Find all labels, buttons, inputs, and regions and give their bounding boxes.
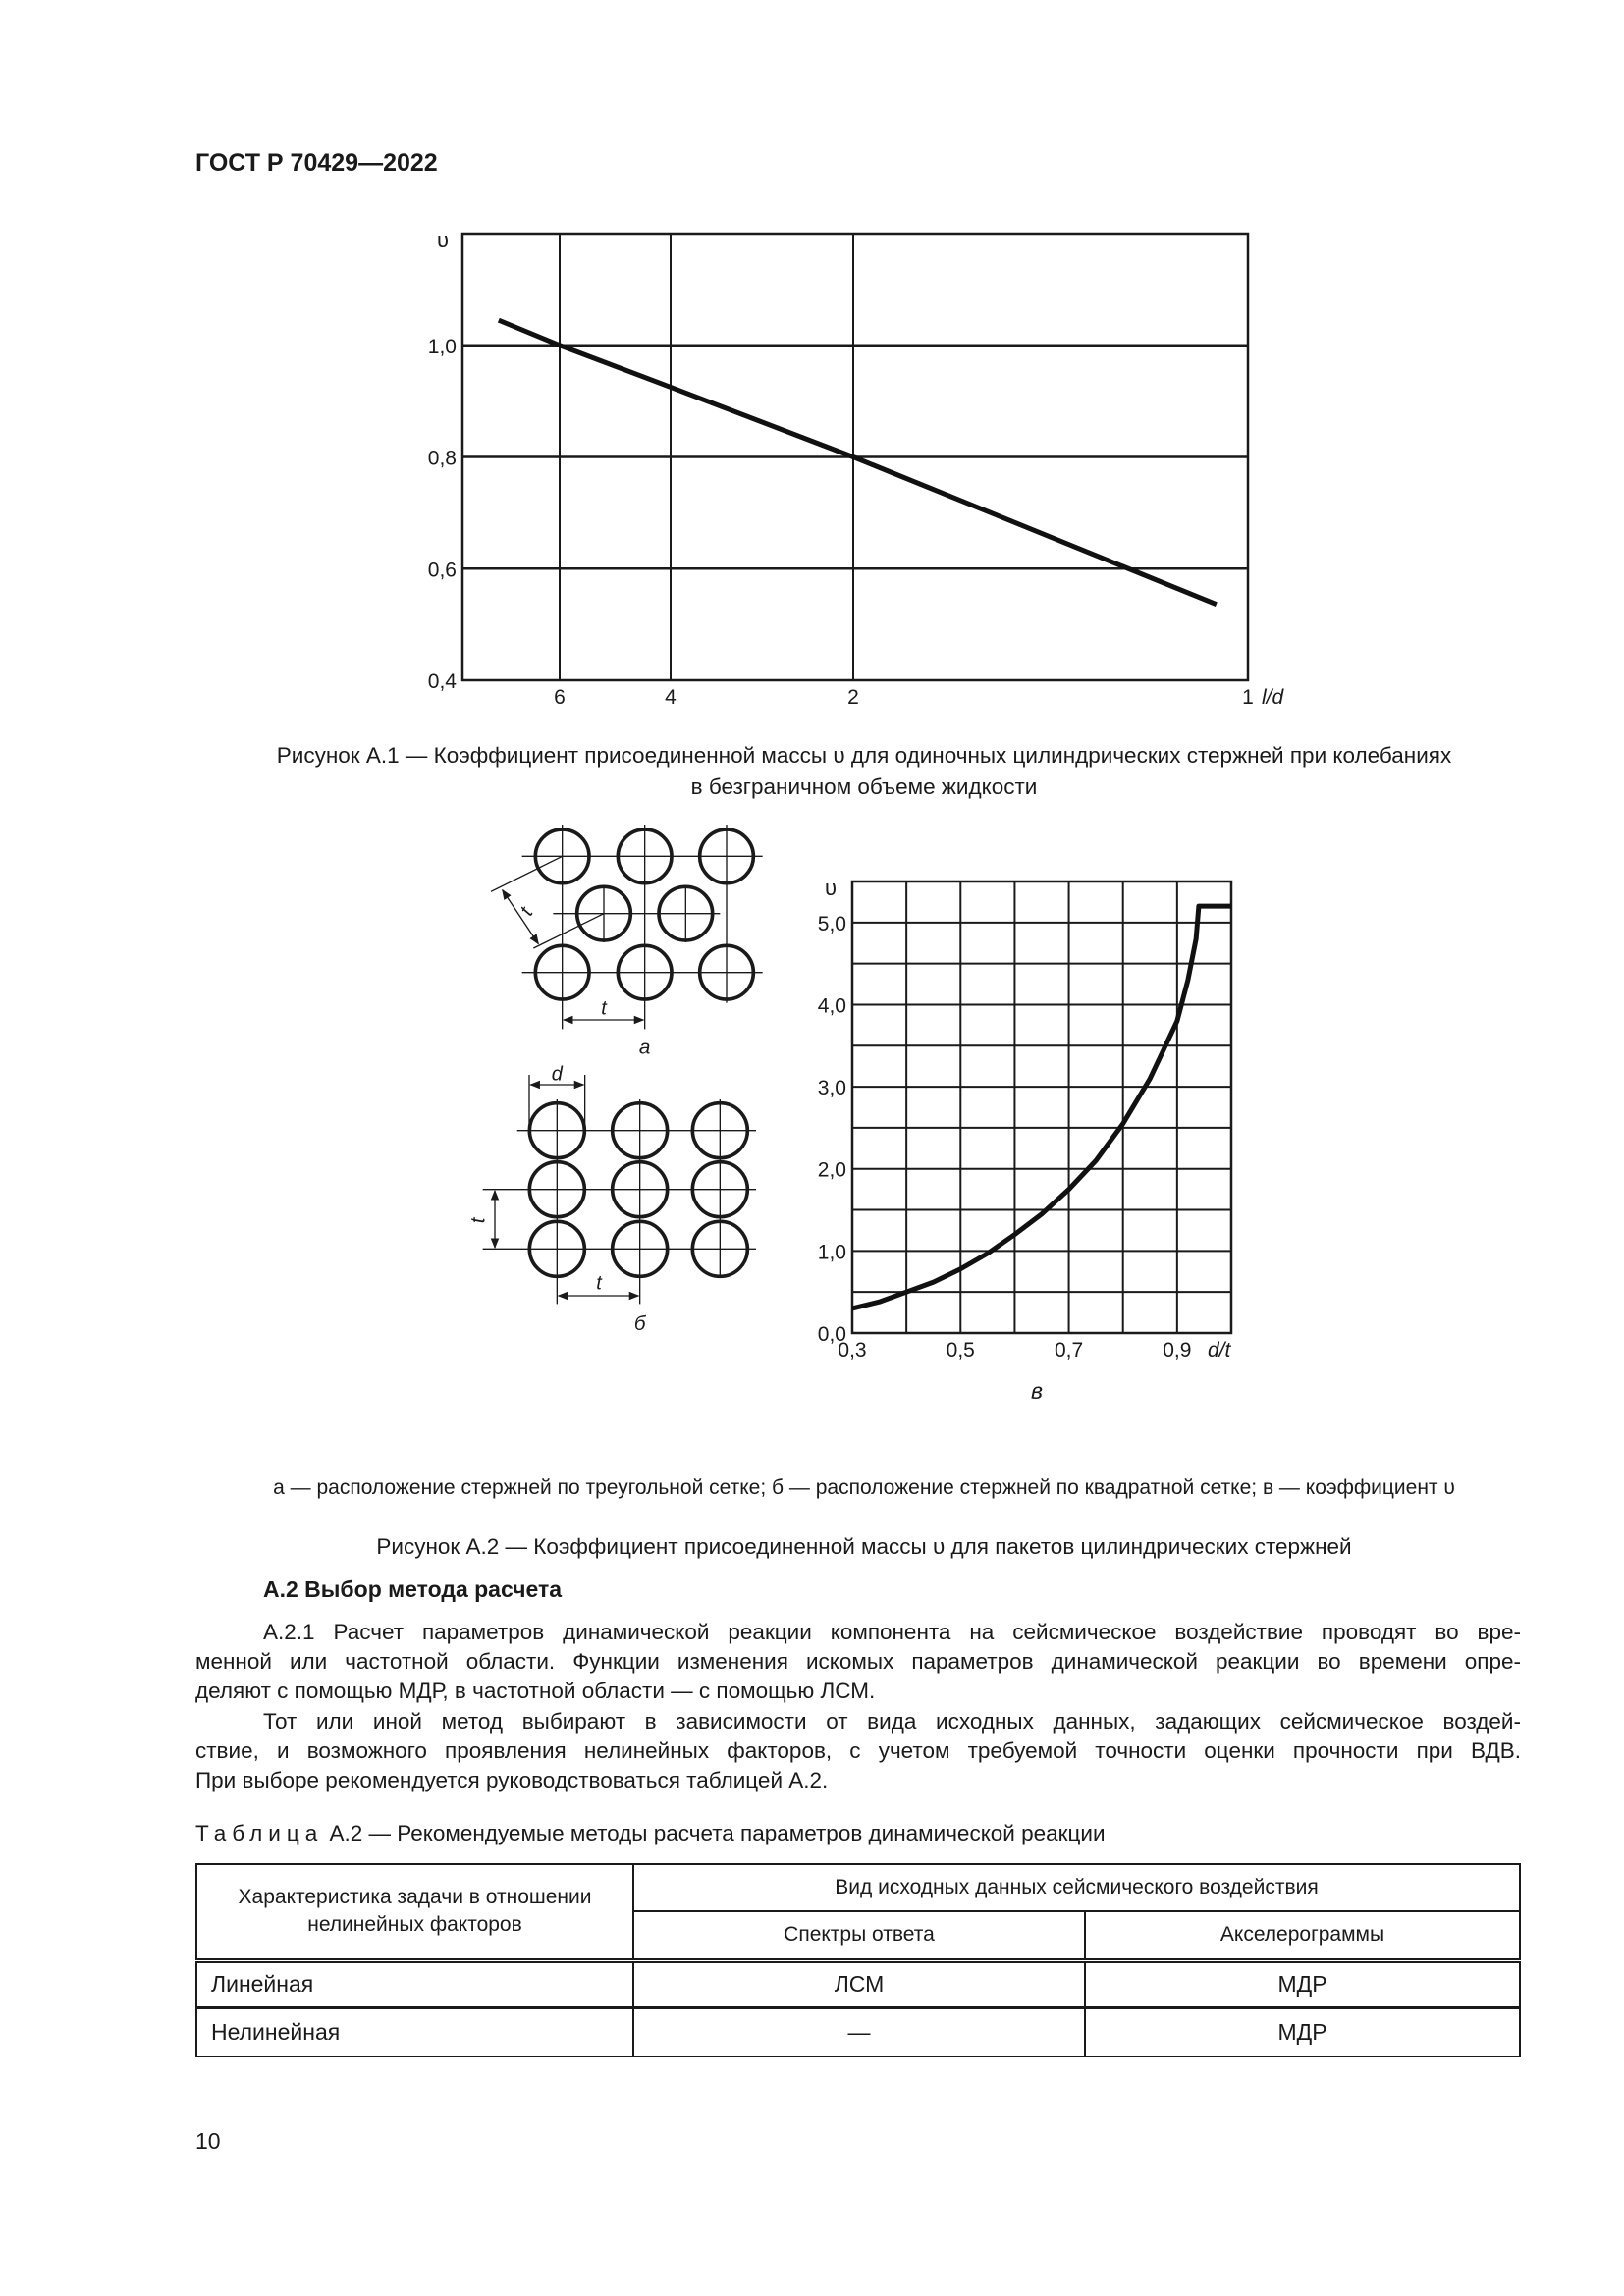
document-header: ГОСТ Р 70429—2022 [195, 149, 438, 177]
diameter-label: d [552, 1064, 564, 1086]
table-cell: Линейная [195, 1959, 634, 2008]
table-row: Линейная ЛСМ МДР [195, 1959, 1521, 2008]
table-caption: Таблица А.2 — Рекомендуемые методы расче… [195, 1821, 1106, 1846]
x-tick-label: 6 [554, 686, 566, 709]
x-tick-label: 0,7 [1055, 1339, 1083, 1362]
paragraph-line: менной или частотной области. Функции из… [195, 1649, 1521, 1674]
x-tick-label: 1 [1242, 686, 1254, 709]
section-heading: А.2 Выбор метода расчета [263, 1576, 563, 1602]
pitch-label: t [471, 1216, 489, 1223]
column-header: Спектры ответа [632, 1910, 1086, 1961]
x-tick-label: 0,3 [838, 1339, 866, 1362]
paragraph-line: При выборе рекомендуется руководствовать… [195, 1768, 829, 1792]
y-tick-label: 0,4 [428, 670, 458, 693]
y-axis-label: υ [825, 876, 837, 900]
series-line [851, 903, 1231, 1311]
table-cell: — [632, 2006, 1086, 2057]
paragraph-line: ствие, и возможного проявления нелинейны… [195, 1738, 1521, 1763]
paragraph-line: деляют с помощью МДР, в частотной област… [195, 1679, 876, 1703]
rod-layout-diagrams: t t а d t t б [471, 825, 763, 1335]
x-tick-label: 0,5 [947, 1339, 975, 1362]
caption-line: Рисунок А.1 — Коэффициент присоединенной… [276, 743, 1452, 768]
y-tick-label: 4,0 [818, 994, 846, 1017]
table-caption-text: А.2 — Рекомендуемые методы расчета парам… [323, 1821, 1106, 1845]
column-header: Характеристика задачи в отношении нелине… [195, 1863, 634, 1961]
pitch-label: t [596, 1272, 603, 1294]
y-tick-label: 5,0 [818, 913, 846, 935]
series-line [497, 317, 1218, 607]
table-cell: Нелинейная [195, 2006, 634, 2057]
y-tick-label: 1,0 [818, 1241, 846, 1263]
y-tick-label: 0,0 [818, 1323, 846, 1346]
group-header: Вид исходных данных сейсмического воздей… [632, 1863, 1521, 1912]
subfigure-label-a: а [639, 1036, 651, 1058]
table-row: Нелинейная — МДР [195, 2006, 1521, 2057]
pitch-label: t [601, 997, 608, 1019]
figure-a1-caption: Рисунок А.1 — Коэффициент присоединенной… [177, 740, 1551, 803]
table-cell: МДР [1084, 1959, 1521, 2008]
y-tick-label: 1,0 [428, 336, 457, 358]
x-tick-label: 4 [665, 686, 677, 709]
paragraph-line: Тот или иной метод выбирают в зависимост… [263, 1709, 1521, 1734]
subfigure-label-v: в [1031, 1378, 1044, 1404]
x-tick-label: 0,9 [1163, 1339, 1191, 1362]
table-subheader-row: Спектры ответа Акселерограммы [196, 1910, 1521, 1961]
methods-table: Характеристика задачи в отношении нелине… [195, 1863, 1521, 2057]
y-tick-label: 0,6 [428, 559, 457, 581]
x-axis-label: d/t [1208, 1339, 1232, 1362]
y-tick-label: 2,0 [818, 1159, 846, 1182]
x-tick-label: 2 [847, 686, 859, 709]
table-cell: МДР [1084, 2006, 1521, 2057]
plot-frame [850, 880, 1233, 1335]
triangular-grid-diagram [490, 825, 763, 1030]
column-header: Акселерограммы [1084, 1910, 1521, 1961]
y-axis-label: υ [437, 228, 449, 252]
y-tick-label: 0,8 [428, 448, 457, 470]
square-grid-diagram [482, 1075, 756, 1305]
figure-a2-legend: а — расположение стержней по треугольной… [273, 1476, 1455, 1499]
chart-a1: 0,4 0,6 0,8 1,0 6 4 2 1 υ l/d [428, 228, 1285, 709]
x-axis-label: l/d [1262, 686, 1285, 709]
page-number: 10 [195, 2128, 221, 2154]
subfigure-label-b: б [634, 1312, 647, 1335]
paragraph-line: А.2.1 Расчет параметров динамической реа… [263, 1620, 1521, 1644]
table-caption-prefix: Таблица [195, 1821, 324, 1845]
table-cell: ЛСМ [632, 1959, 1086, 2008]
y-tick-label: 3,0 [818, 1077, 846, 1099]
chart-a2-v: 0,0 1,0 2,0 3,0 4,0 5,0 0,3 0,5 0,7 0,9 υ d/t [818, 876, 1233, 1362]
caption-line: в безграничном объеме жидкости [690, 774, 1038, 799]
table-header-row: Характеристика задачи в отношении нелине… [195, 1863, 1521, 1961]
figure-a2-caption: Рисунок А.2 — Коэффициент присоединенной… [376, 1534, 1352, 1559]
